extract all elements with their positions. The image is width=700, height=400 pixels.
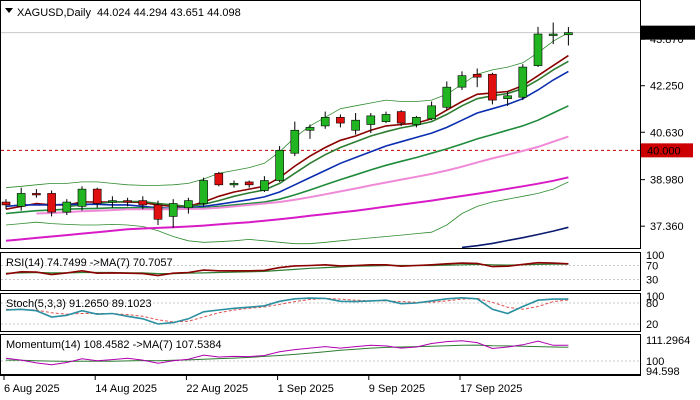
- chart-symbol: XAGUSD: [17, 7, 64, 19]
- candle-bullish[interactable]: [168, 203, 178, 217]
- candle-bullish[interactable]: [260, 180, 269, 191]
- triangle-down-icon[interactable]: [5, 8, 13, 13]
- candle-bearish[interactable]: [138, 200, 148, 206]
- bollinger-lower-line: [5, 181, 569, 245]
- stoch-tick-label: 20: [646, 319, 658, 331]
- rsi-tick-label: 70: [646, 261, 658, 273]
- price-axis: 43.87042.25040.63038.98037.36040.00044.0…: [640, 25, 695, 233]
- candle-bullish[interactable]: [275, 150, 284, 181]
- candle-bearish[interactable]: [488, 73, 497, 101]
- momentum-tick-label: 94.598: [646, 366, 680, 378]
- candle-bearish[interactable]: [92, 188, 102, 204]
- candle-bearish[interactable]: [472, 73, 482, 78]
- rsi-line: [5, 261, 569, 277]
- candle-bullish[interactable]: [77, 188, 87, 207]
- level-price-label: 40.000: [647, 145, 681, 157]
- momentum-title: Momentum(14) 108.4582 ->MA(7) 107.5384: [6, 339, 222, 351]
- candle-bearish[interactable]: [244, 181, 254, 186]
- stoch-pane-frame: [0, 293, 641, 332]
- price-tick-label: 38.980: [650, 175, 684, 187]
- current-price-label: 44.098: [647, 28, 681, 40]
- moving-average-line-6: [5, 176, 569, 242]
- candle-bearish[interactable]: [47, 193, 56, 213]
- candle-bearish[interactable]: [32, 193, 41, 196]
- rsi-pane-frame: [0, 252, 641, 291]
- moving-average-line-4: [5, 105, 569, 215]
- price-tick-label: 40.630: [650, 127, 684, 139]
- candle-bullish[interactable]: [564, 32, 573, 36]
- momentum-ma-line: [5, 344, 569, 362]
- candle-bearish[interactable]: [1, 201, 11, 206]
- candle-bullish[interactable]: [381, 114, 391, 122]
- ohlc-values: 44.024 44.294 43.651 44.098: [97, 7, 241, 19]
- time-tick-label: 22 Aug 2025: [186, 383, 248, 395]
- candle-bullish[interactable]: [427, 105, 436, 120]
- time-tick-label: 1 Sep 2025: [278, 383, 334, 395]
- candle-bullish[interactable]: [442, 86, 452, 108]
- candle-bullish[interactable]: [108, 200, 117, 203]
- candle-bullish[interactable]: [518, 66, 528, 98]
- moving-average-line-5: [36, 135, 569, 215]
- stoch-k-line: [5, 296, 569, 325]
- candle-bullish[interactable]: [229, 183, 239, 186]
- time-tick-label: 9 Sep 2025: [369, 383, 425, 395]
- candle-bullish[interactable]: [503, 95, 512, 99]
- candle-bearish[interactable]: [153, 204, 163, 220]
- candle-bearish[interactable]: [214, 173, 224, 186]
- candle-bullish[interactable]: [16, 193, 26, 207]
- candle-bullish[interactable]: [290, 129, 300, 154]
- candle-bullish[interactable]: [366, 115, 376, 125]
- level-price-box: [641, 143, 693, 158]
- moving-average-line-3: [5, 70, 569, 210]
- price-pane[interactable]: [1, 22, 640, 249]
- price-tick-label: 42.250: [650, 81, 684, 93]
- time-tick-label: 17 Sep 2025: [460, 383, 522, 395]
- candle-bullish[interactable]: [320, 117, 330, 127]
- candle-bullish[interactable]: [199, 180, 208, 204]
- candle-bearish[interactable]: [123, 200, 132, 203]
- time-axis: 6 Aug 2025 14 Aug 2025 22 Aug 2025 1 Sep 20…: [0, 375, 641, 395]
- candle-bullish[interactable]: [184, 200, 193, 209]
- chart-timeframe: Daily: [67, 7, 92, 19]
- momentum-tick-label: 111.2964: [646, 335, 690, 347]
- momentum-pane-frame: [0, 334, 641, 375]
- time-tick-label: 14 Aug 2025: [95, 383, 157, 395]
- candle-bullish[interactable]: [548, 33, 558, 36]
- candle-bearish[interactable]: [396, 111, 406, 124]
- candle-bullish[interactable]: [412, 117, 421, 125]
- moving-average-line-2: [66, 60, 569, 208]
- candle-bullish[interactable]: [305, 127, 315, 131]
- stoch-tick-label: 100: [646, 291, 664, 303]
- price-tick-label: 37.360: [650, 221, 684, 233]
- candle-bearish[interactable]: [336, 117, 345, 124]
- rsi-tick-label: 30: [646, 275, 658, 287]
- rsi-tick-label: 100: [646, 250, 664, 262]
- stoch-title: Stoch(5,3,3) 91.2650 89.1023: [6, 298, 152, 310]
- moving-average-line-7: [461, 226, 569, 249]
- current-price-box: [641, 25, 695, 40]
- candle-bullish[interactable]: [62, 201, 72, 213]
- time-tick-label: 6 Aug 2025: [4, 383, 60, 395]
- stoch-tick-label: 80: [646, 298, 658, 310]
- candle-bullish[interactable]: [533, 33, 543, 66]
- rsi-title: RSI(14) 74.7499 ->MA(7) 70.7057: [6, 257, 173, 269]
- momentum-tick-label: 100: [646, 356, 664, 368]
- candle-bullish[interactable]: [457, 75, 467, 88]
- candle-bullish[interactable]: [351, 119, 360, 131]
- chart-symbol-header: XAGUSD,Daily 44.024 44.294 43.651 44.098: [17, 7, 241, 19]
- momentum-line: [5, 340, 569, 366]
